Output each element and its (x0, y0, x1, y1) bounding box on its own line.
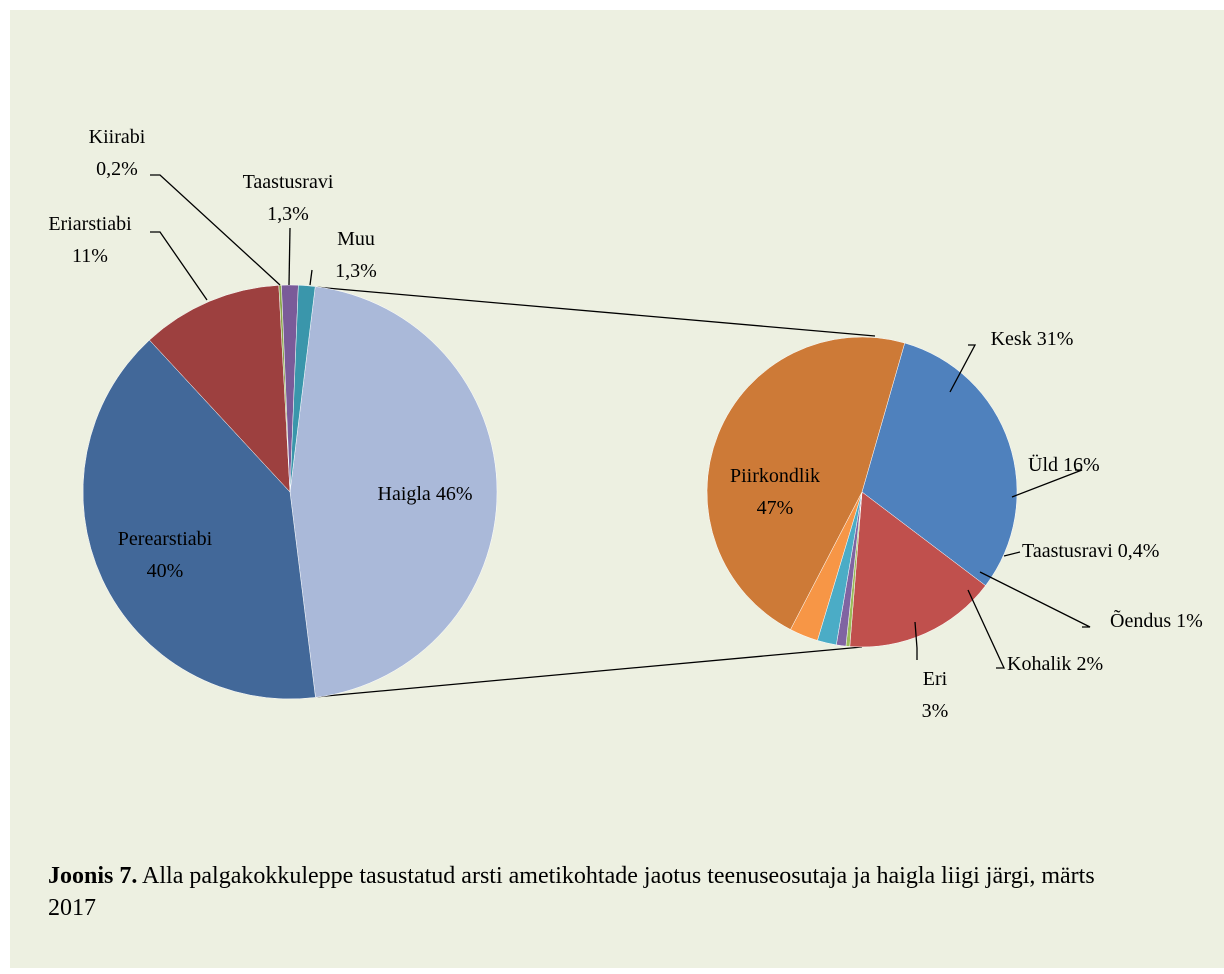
data-label: Taastusravi 1,3% (243, 171, 334, 225)
label-value: 11% (72, 245, 108, 267)
leader-line (1011, 469, 1083, 498)
data-label: Õendus 1% (1110, 608, 1203, 632)
leader-line (914, 621, 918, 660)
data-label: Haigla 46% (378, 483, 473, 505)
connector (314, 286, 876, 337)
label-category: Muu (337, 228, 375, 250)
data-label: Perearstiabi 40% (118, 528, 213, 582)
pie-slice (861, 342, 1018, 586)
label-value: 3% (922, 700, 949, 722)
data-label: Taastusravi 0,4% (1022, 540, 1159, 562)
label-value: 31% (1037, 328, 1074, 350)
label-value: 47% (757, 497, 794, 519)
label-value: 1% (1176, 610, 1203, 632)
leader-line (949, 344, 977, 393)
leader-line (150, 231, 208, 301)
label-value: 40% (147, 560, 184, 582)
label-value: 16% (1063, 454, 1100, 476)
label-category: Kesk (991, 328, 1032, 350)
pie-slice (289, 286, 498, 698)
pie-slice (849, 491, 986, 648)
label-category: Piirkondlik (730, 465, 820, 487)
leader-line (1003, 551, 1021, 557)
leader-line (288, 227, 291, 286)
label-value: 0,2% (96, 158, 138, 180)
data-label: Muu 1,3% (335, 228, 377, 282)
label-category: Haigla (378, 483, 431, 505)
data-label: Eriarstiabi 11% (48, 213, 132, 267)
label-category: Taastusravi (243, 171, 334, 193)
label-value: 2% (1076, 653, 1103, 675)
data-label: Piirkondlik 47% (730, 465, 820, 519)
label-category: Üld (1028, 453, 1058, 476)
label-category: Eriarstiabi (48, 213, 132, 235)
leader-line (309, 269, 313, 286)
label-category: Kiirabi (89, 126, 146, 148)
leader-line (979, 571, 1091, 628)
caption-text: Alla palgakokkuleppe tasustatud arsti am… (48, 863, 1095, 921)
data-label: Eri 3% (922, 668, 949, 722)
leader-line (967, 589, 1006, 669)
label-category: Õendus (1110, 608, 1171, 632)
data-label: Üld 16% (1028, 453, 1100, 476)
label-category: Taastusravi (1022, 540, 1113, 562)
label-value: 1,3% (335, 260, 377, 282)
label-value: 1,3% (267, 203, 309, 225)
data-label: Kohalik 2% (1007, 653, 1103, 675)
pie-slice (289, 284, 316, 493)
caption: Joonis 7. Alla palgakokkuleppe tasustatu… (48, 860, 1148, 924)
label-category: Eri (923, 668, 948, 690)
data-label: Kiirabi 0,2% (89, 126, 146, 180)
label-category: Kohalik (1007, 653, 1071, 675)
label-category: Perearstiabi (118, 528, 213, 550)
leader-line (150, 174, 281, 286)
pie-slice (706, 336, 906, 630)
label-value: 0,4% (1118, 540, 1160, 562)
connector (314, 646, 863, 698)
pie-slice (149, 285, 291, 493)
pie-slice (82, 339, 316, 700)
caption-label: Joonis 7. (48, 863, 138, 889)
label-value: 46% (436, 483, 473, 505)
data-label: Kesk 31% (991, 328, 1074, 350)
